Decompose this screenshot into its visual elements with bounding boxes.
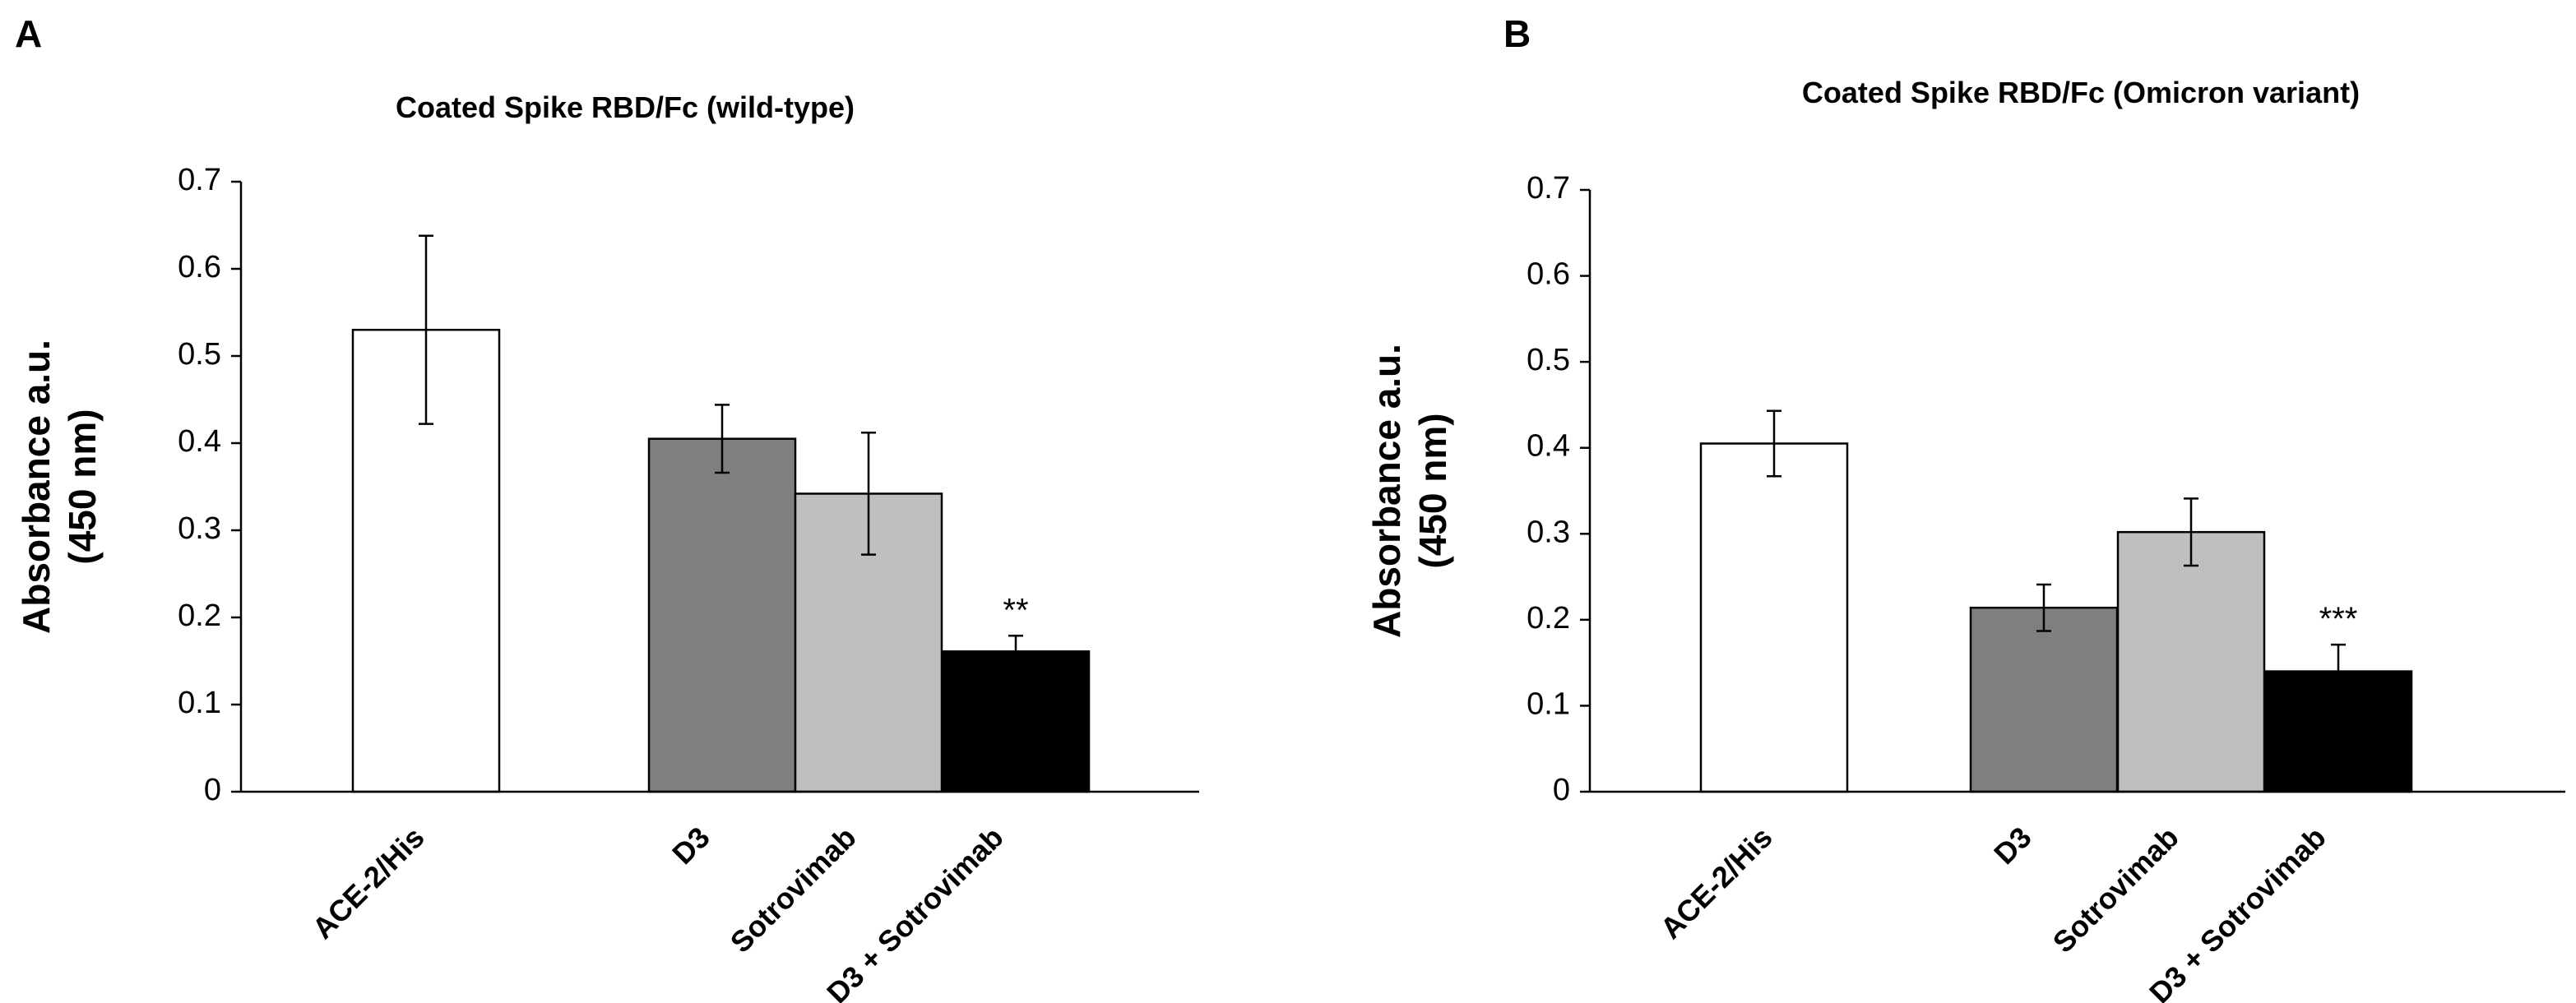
chart-panel-b: Coated Spike RBD/Fc (Omicron variant) Abs…	[1288, 0, 2576, 1003]
bar-0	[1699, 442, 1849, 793]
bar-1	[647, 437, 797, 793]
y-axis-label: Absorbance a.u.	[1365, 344, 1408, 638]
y-tick-label-1: 0.1	[1527, 686, 1570, 721]
significance-mark-3: ***	[2319, 601, 2358, 637]
y-tick-label-6: 0.6	[1527, 257, 1570, 292]
y-tick-label-5: 0.5	[178, 337, 221, 372]
x-tick-label-0: ACE-2/His	[1654, 820, 1779, 945]
bar-3	[941, 650, 1091, 793]
panel-label-b: B	[1503, 12, 1531, 55]
y-tick-label-4: 0.4	[178, 424, 221, 459]
chart-title: Coated Spike RBD/Fc (wild-type)	[396, 90, 855, 124]
panel-label-a: A	[15, 12, 43, 55]
y-tick-label-4: 0.4	[1527, 429, 1570, 464]
y-tick-label-7: 0.7	[1527, 171, 1570, 206]
chart-panel-a: Coated Spike RBD/Fc (wild-type) Absorbanc…	[15, 12, 1199, 1003]
x-tick-label-0: ACE-2/His	[306, 820, 431, 945]
significance-mark-3: **	[1003, 592, 1028, 628]
x-tick-label-2: Sotrovimab	[724, 820, 863, 959]
y-tick-label-2: 0.2	[1527, 601, 1570, 636]
y-axis-label: Absorbance a.u.	[15, 340, 58, 634]
y-tick-label-5: 0.5	[1527, 343, 1570, 377]
y-tick-label-2: 0.2	[178, 599, 221, 633]
y-axis-label-units: (450 nm)	[1411, 413, 1454, 568]
y-tick-label-3: 0.3	[178, 511, 221, 546]
x-tick-label-1: D3	[665, 820, 716, 871]
y-tick-label-0: 0	[204, 773, 221, 807]
chart-b-svg: Coated Spike RBD/Fc (Omicron variant) Abs…	[1365, 76, 2565, 1003]
bar-2	[2116, 530, 2266, 793]
y-axis-label-units: (450 nm)	[61, 409, 104, 564]
y-tick-label-1: 0.1	[178, 686, 221, 720]
bar-1	[1969, 606, 2119, 793]
y-tick-label-0: 0	[1553, 773, 1570, 807]
y-tick-label-3: 0.3	[1527, 515, 1570, 549]
x-tick-label-1: D3	[1987, 820, 2038, 871]
y-tick-label-6: 0.6	[178, 250, 221, 284]
x-tick-label-2: Sotrovimab	[2046, 820, 2185, 959]
y-tick-label-7: 0.7	[178, 163, 221, 197]
chart-title: Coated Spike RBD/Fc (Omicron variant)	[1802, 76, 2360, 109]
chart-a-svg: Coated Spike RBD/Fc (wild-type) Absorbanc…	[15, 90, 1199, 1003]
